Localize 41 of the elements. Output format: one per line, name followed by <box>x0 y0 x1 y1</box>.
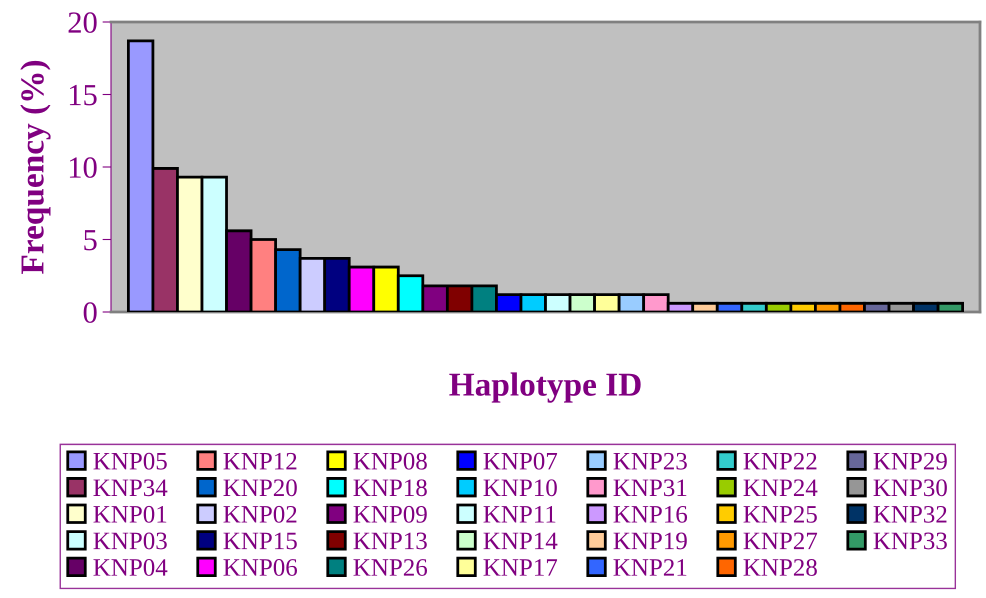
legend-label: KNP13 <box>353 532 427 550</box>
legend-label: KNP02 <box>223 506 296 523</box>
legend-label: KNP01 <box>93 506 166 523</box>
legend-label: KNP17 <box>484 559 558 576</box>
y-tick-label: 10 <box>70 157 97 178</box>
legend-label: KNP23 <box>614 452 687 470</box>
legend-label: KNP24 <box>744 479 818 496</box>
legend-label: KNP08 <box>353 452 427 470</box>
legend-label: KNP32 <box>874 506 946 523</box>
legend-label: KNP15 <box>223 532 297 550</box>
legend-label: KNP06 <box>223 559 298 576</box>
legend-label: KNP31 <box>614 479 686 496</box>
y-tick-label: 15 <box>70 84 97 106</box>
y-tick-label: 5 <box>84 230 97 250</box>
legend-label: KNP19 <box>614 532 687 550</box>
legend-label: KNP20 <box>223 479 297 496</box>
legend-label: KNP18 <box>353 479 427 496</box>
legend-label: KNP14 <box>484 532 558 550</box>
legend-label: KNP03 <box>93 532 167 550</box>
legend-label: KNP28 <box>744 559 817 576</box>
legend-label: KNP12 <box>223 452 296 470</box>
legend-label: KNP34 <box>93 479 168 496</box>
legend-label: KNP30 <box>874 479 947 496</box>
legend-label: KNP21 <box>614 559 686 576</box>
legend-label: KNP29 <box>874 452 947 470</box>
legend-label: KNP05 <box>93 452 167 470</box>
legend-label: KNP25 <box>744 506 817 523</box>
y-axis-title: Frequency (%) <box>20 60 51 274</box>
x-axis-title: Haplotype ID <box>449 372 641 403</box>
y-tick-label: 0 <box>84 302 97 323</box>
legend-label: KNP09 <box>353 506 427 523</box>
legend-label: KNP26 <box>353 559 428 576</box>
legend-label: KNP33 <box>874 532 947 550</box>
legend-label: KNP11 <box>484 506 556 523</box>
legend-label: KNP16 <box>614 506 688 523</box>
legend-label: KNP10 <box>484 479 557 496</box>
legend-label: KNP27 <box>744 532 818 550</box>
legend-label: KNP22 <box>744 452 816 470</box>
legend-label: KNP04 <box>93 559 168 576</box>
legend-label: KNP07 <box>484 452 558 470</box>
y-tick-label: 20 <box>68 12 97 33</box>
